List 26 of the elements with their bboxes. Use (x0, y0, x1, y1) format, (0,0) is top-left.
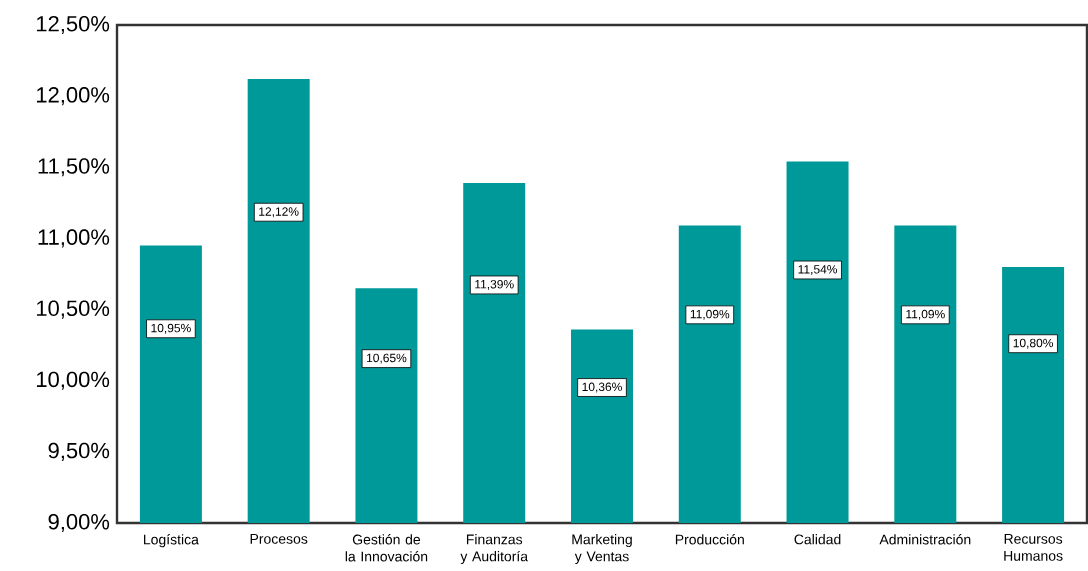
data-label: 11,54% (798, 265, 838, 275)
x-tick-label: Producción (675, 534, 744, 545)
y-tick-label: 10,00% (36, 371, 110, 390)
x-tick-label: Calidad (794, 534, 841, 545)
data-label: 10,36% (582, 382, 622, 393)
y-tick-label: 11,00% (38, 229, 110, 248)
x-tick-label: Logística (144, 534, 199, 548)
data-label: 11,39% (475, 279, 514, 290)
x-tick-label: Recursos Humanos (1004, 534, 1063, 561)
y-tick-label: 12,00% (36, 87, 110, 106)
data-label: 10,95% (151, 323, 191, 334)
data-label: 11,09% (906, 309, 945, 320)
x-tick-label: Finanzas y Auditoría (460, 534, 529, 565)
y-tick-label: 10,50% (36, 300, 110, 319)
data-label: 12,12% (259, 207, 299, 218)
data-label: 11,09% (690, 309, 730, 320)
y-tick-label: 11,50% (38, 158, 110, 177)
x-tick-label: Gestión de la Innovación (345, 534, 428, 562)
x-tick-label: Procesos (250, 534, 308, 544)
x-tick-label: Marketing y Ventas (572, 534, 632, 565)
y-tick-label: 9,50% (48, 442, 110, 461)
x-tick-label: Administración (879, 534, 971, 545)
y-tick-label: 12,50% (36, 15, 110, 35)
y-tick-label: 9,00% (48, 513, 110, 533)
data-label: 10,65% (367, 353, 407, 364)
data-label: 10,80% (1013, 338, 1054, 349)
